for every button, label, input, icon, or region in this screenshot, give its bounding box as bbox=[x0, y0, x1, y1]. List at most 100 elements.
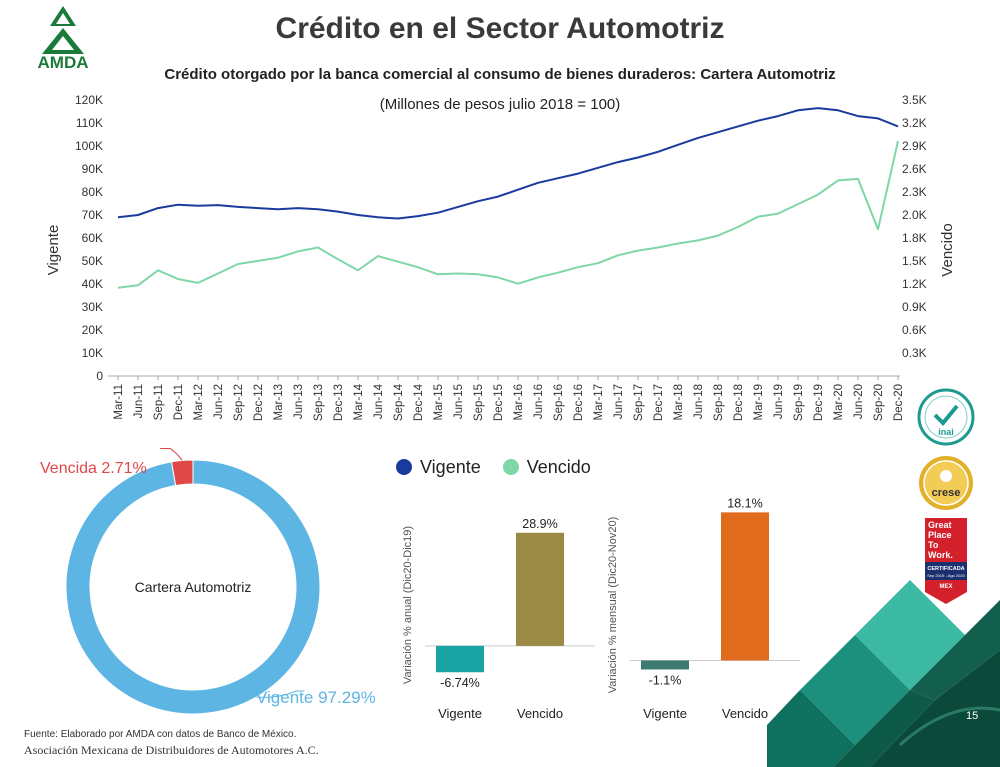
legend-dot-vigente bbox=[396, 459, 412, 475]
y-left-tick-label: 110K bbox=[76, 116, 103, 130]
bar-category-label: Vigente bbox=[643, 706, 687, 721]
x-tick-label: Mar-13 bbox=[273, 384, 285, 420]
x-tick-label: Mar-11 bbox=[113, 384, 125, 420]
series-line-vigente bbox=[117, 107, 899, 220]
organization-name: Asociación Mexicana de Distribuidores de… bbox=[24, 743, 319, 757]
x-tick-label: Jun-18 bbox=[693, 384, 705, 419]
x-tick-label: Sep-13 bbox=[313, 384, 325, 421]
x-tick-label: Dec-18 bbox=[733, 384, 745, 421]
y-right-axis-title: Vencido bbox=[939, 223, 956, 276]
y-right-tick-label: 3.2K bbox=[902, 116, 927, 130]
gptw-period: Sep 2019 - Ago 2020 bbox=[927, 573, 965, 578]
y-right-tick-label: 2.0K bbox=[902, 208, 927, 222]
legend-item-vigente: Vigente bbox=[396, 457, 481, 478]
y-right-tick-label: 0.6K bbox=[902, 323, 927, 337]
x-tick-label: Dec-20 bbox=[893, 384, 905, 421]
legend-dot-vencido bbox=[502, 459, 519, 475]
x-tick-label: Dec-19 bbox=[813, 384, 825, 421]
chart-subtitle: Crédito otorgado por la banca comercial … bbox=[164, 66, 836, 83]
x-tick-label: Dec-17 bbox=[653, 384, 665, 421]
bar-vigente bbox=[641, 660, 689, 670]
x-tick-label: Mar-15 bbox=[433, 384, 445, 420]
y-left-tick-label: 10K bbox=[82, 346, 103, 360]
crese-badge-text: crese bbox=[932, 487, 961, 499]
bar-vencido bbox=[721, 512, 769, 661]
y-right-tick-label: 2.3K bbox=[902, 185, 927, 199]
x-tick-label: Mar-20 bbox=[833, 384, 845, 420]
donut-chart: Cartera Automotriz Vencida 2.71% Vigente 9… bbox=[40, 447, 376, 715]
chart-legend: Vigente Vencido bbox=[396, 454, 613, 480]
page-number: 15 bbox=[966, 710, 979, 722]
great-place-to-work-badge: Great Place To Work. CERTIFICADA Sep 201… bbox=[925, 518, 967, 604]
x-tick-label: Dec-13 bbox=[333, 384, 345, 421]
x-tick-label: Dec-15 bbox=[493, 384, 505, 421]
y-right-tick-label: 1.2K bbox=[902, 277, 927, 291]
x-tick-label: Jun-12 bbox=[213, 384, 225, 419]
x-tick-label: Jun-15 bbox=[453, 384, 465, 419]
y-right-tick-label: 1.8K bbox=[902, 231, 927, 245]
x-tick-label: Mar-14 bbox=[353, 383, 365, 420]
crese-badge: crese bbox=[919, 456, 973, 510]
y-right-tick-label: 3.5K bbox=[902, 93, 927, 107]
legend-label-vigente: Vigente bbox=[420, 456, 481, 477]
x-tick-label: Dec-11 bbox=[173, 384, 185, 420]
y-left-tick-label: 0 bbox=[96, 369, 103, 383]
x-tick-label: Jun-16 bbox=[533, 384, 545, 419]
x-tick-label: Mar-17 bbox=[593, 384, 605, 420]
y-left-tick-label: 100K bbox=[75, 139, 103, 153]
y-left-axis-title: Vigente bbox=[45, 225, 62, 276]
y-left-tick-label: 20K bbox=[82, 323, 103, 337]
bar-value-label: -6.74% bbox=[440, 676, 480, 690]
bar-chart-mensual: Variación % mensual (Dic20-Nov20) -1.1% Vi… bbox=[607, 496, 800, 721]
source-note: Fuente: Elaborado por AMDA con datos de … bbox=[24, 729, 297, 740]
y-right-tick-label: 2.6K bbox=[902, 162, 927, 176]
donut-slice-vigente bbox=[65, 459, 321, 715]
x-tick-label: Dec-14 bbox=[413, 383, 425, 421]
donut-label-vigente: Vigente 97.29% bbox=[256, 688, 376, 707]
legend-item-vencido: Vencido bbox=[502, 456, 591, 478]
y-left-tick-label: 80K bbox=[82, 185, 103, 199]
y-left-tick-label: 90K bbox=[82, 162, 103, 176]
y-left-tick-label: 120K bbox=[75, 93, 103, 107]
y-left-tick-label: 60K bbox=[82, 231, 103, 245]
y-left-tick-label: 30K bbox=[82, 300, 103, 314]
x-tick-label: Jun-11 bbox=[133, 384, 145, 418]
bar-y-axis-title: Variación % mensual (Dic20-Nov20) bbox=[607, 517, 619, 693]
decorative-corner bbox=[767, 580, 1000, 767]
x-tick-label: Mar-19 bbox=[753, 384, 765, 420]
bar-vencido bbox=[516, 532, 564, 646]
x-tick-label: Mar-18 bbox=[673, 384, 685, 420]
x-tick-label: Sep-14 bbox=[393, 383, 405, 421]
gptw-country: MEX bbox=[939, 584, 952, 590]
chart-units: (Millones de pesos julio 2018 = 100) bbox=[379, 96, 621, 113]
bar-category-label: Vencido bbox=[517, 706, 563, 721]
main-line-chart: 0 10K 20K 30K 40K 50K 60K 70K 80K 90K 100K 110K 120K… bbox=[45, 93, 956, 421]
series-line-vencido bbox=[117, 140, 899, 289]
x-tick-label: Sep-16 bbox=[553, 384, 565, 421]
gptw-line-1: Great bbox=[928, 520, 952, 530]
x-tick-label: Sep-19 bbox=[793, 384, 805, 421]
y-right-tick-label: 0.3K bbox=[902, 346, 927, 360]
x-tick-label: Jun-14 bbox=[373, 383, 385, 419]
gptw-certificada: CERTIFICADA bbox=[927, 566, 964, 572]
amda-logo-text: AMDA bbox=[38, 53, 89, 72]
x-tick-label: Jun-20 bbox=[853, 384, 865, 419]
x-tick-label: Sep-17 bbox=[633, 384, 645, 421]
x-tick-label: Sep-12 bbox=[233, 384, 245, 421]
y-right-tick-label: 1.5K bbox=[902, 254, 927, 268]
legend-label-vencido: Vencido bbox=[526, 456, 591, 477]
x-tick-label: Sep-11 bbox=[153, 384, 165, 420]
x-tick-label: Mar-12 bbox=[193, 384, 205, 420]
donut-label-vencida: Vencida 2.71% bbox=[40, 460, 147, 477]
y-left-tick-label: 40K bbox=[82, 277, 103, 291]
x-tick-label: Sep-15 bbox=[473, 384, 485, 421]
x-tick-label: Jun-13 bbox=[293, 384, 305, 419]
gptw-line-4: Work. bbox=[928, 550, 953, 560]
x-tick-label: Sep-18 bbox=[713, 384, 725, 421]
bar-category-label: Vencido bbox=[722, 706, 768, 721]
donut-callout-vigente bbox=[256, 690, 305, 698]
bar-value-label: 28.9% bbox=[522, 517, 557, 531]
page-title: Crédito en el Sector Automotriz bbox=[275, 12, 725, 45]
amda-logo: AMDA bbox=[38, 6, 89, 72]
y-right-tick-label: 0.9K bbox=[902, 300, 927, 314]
